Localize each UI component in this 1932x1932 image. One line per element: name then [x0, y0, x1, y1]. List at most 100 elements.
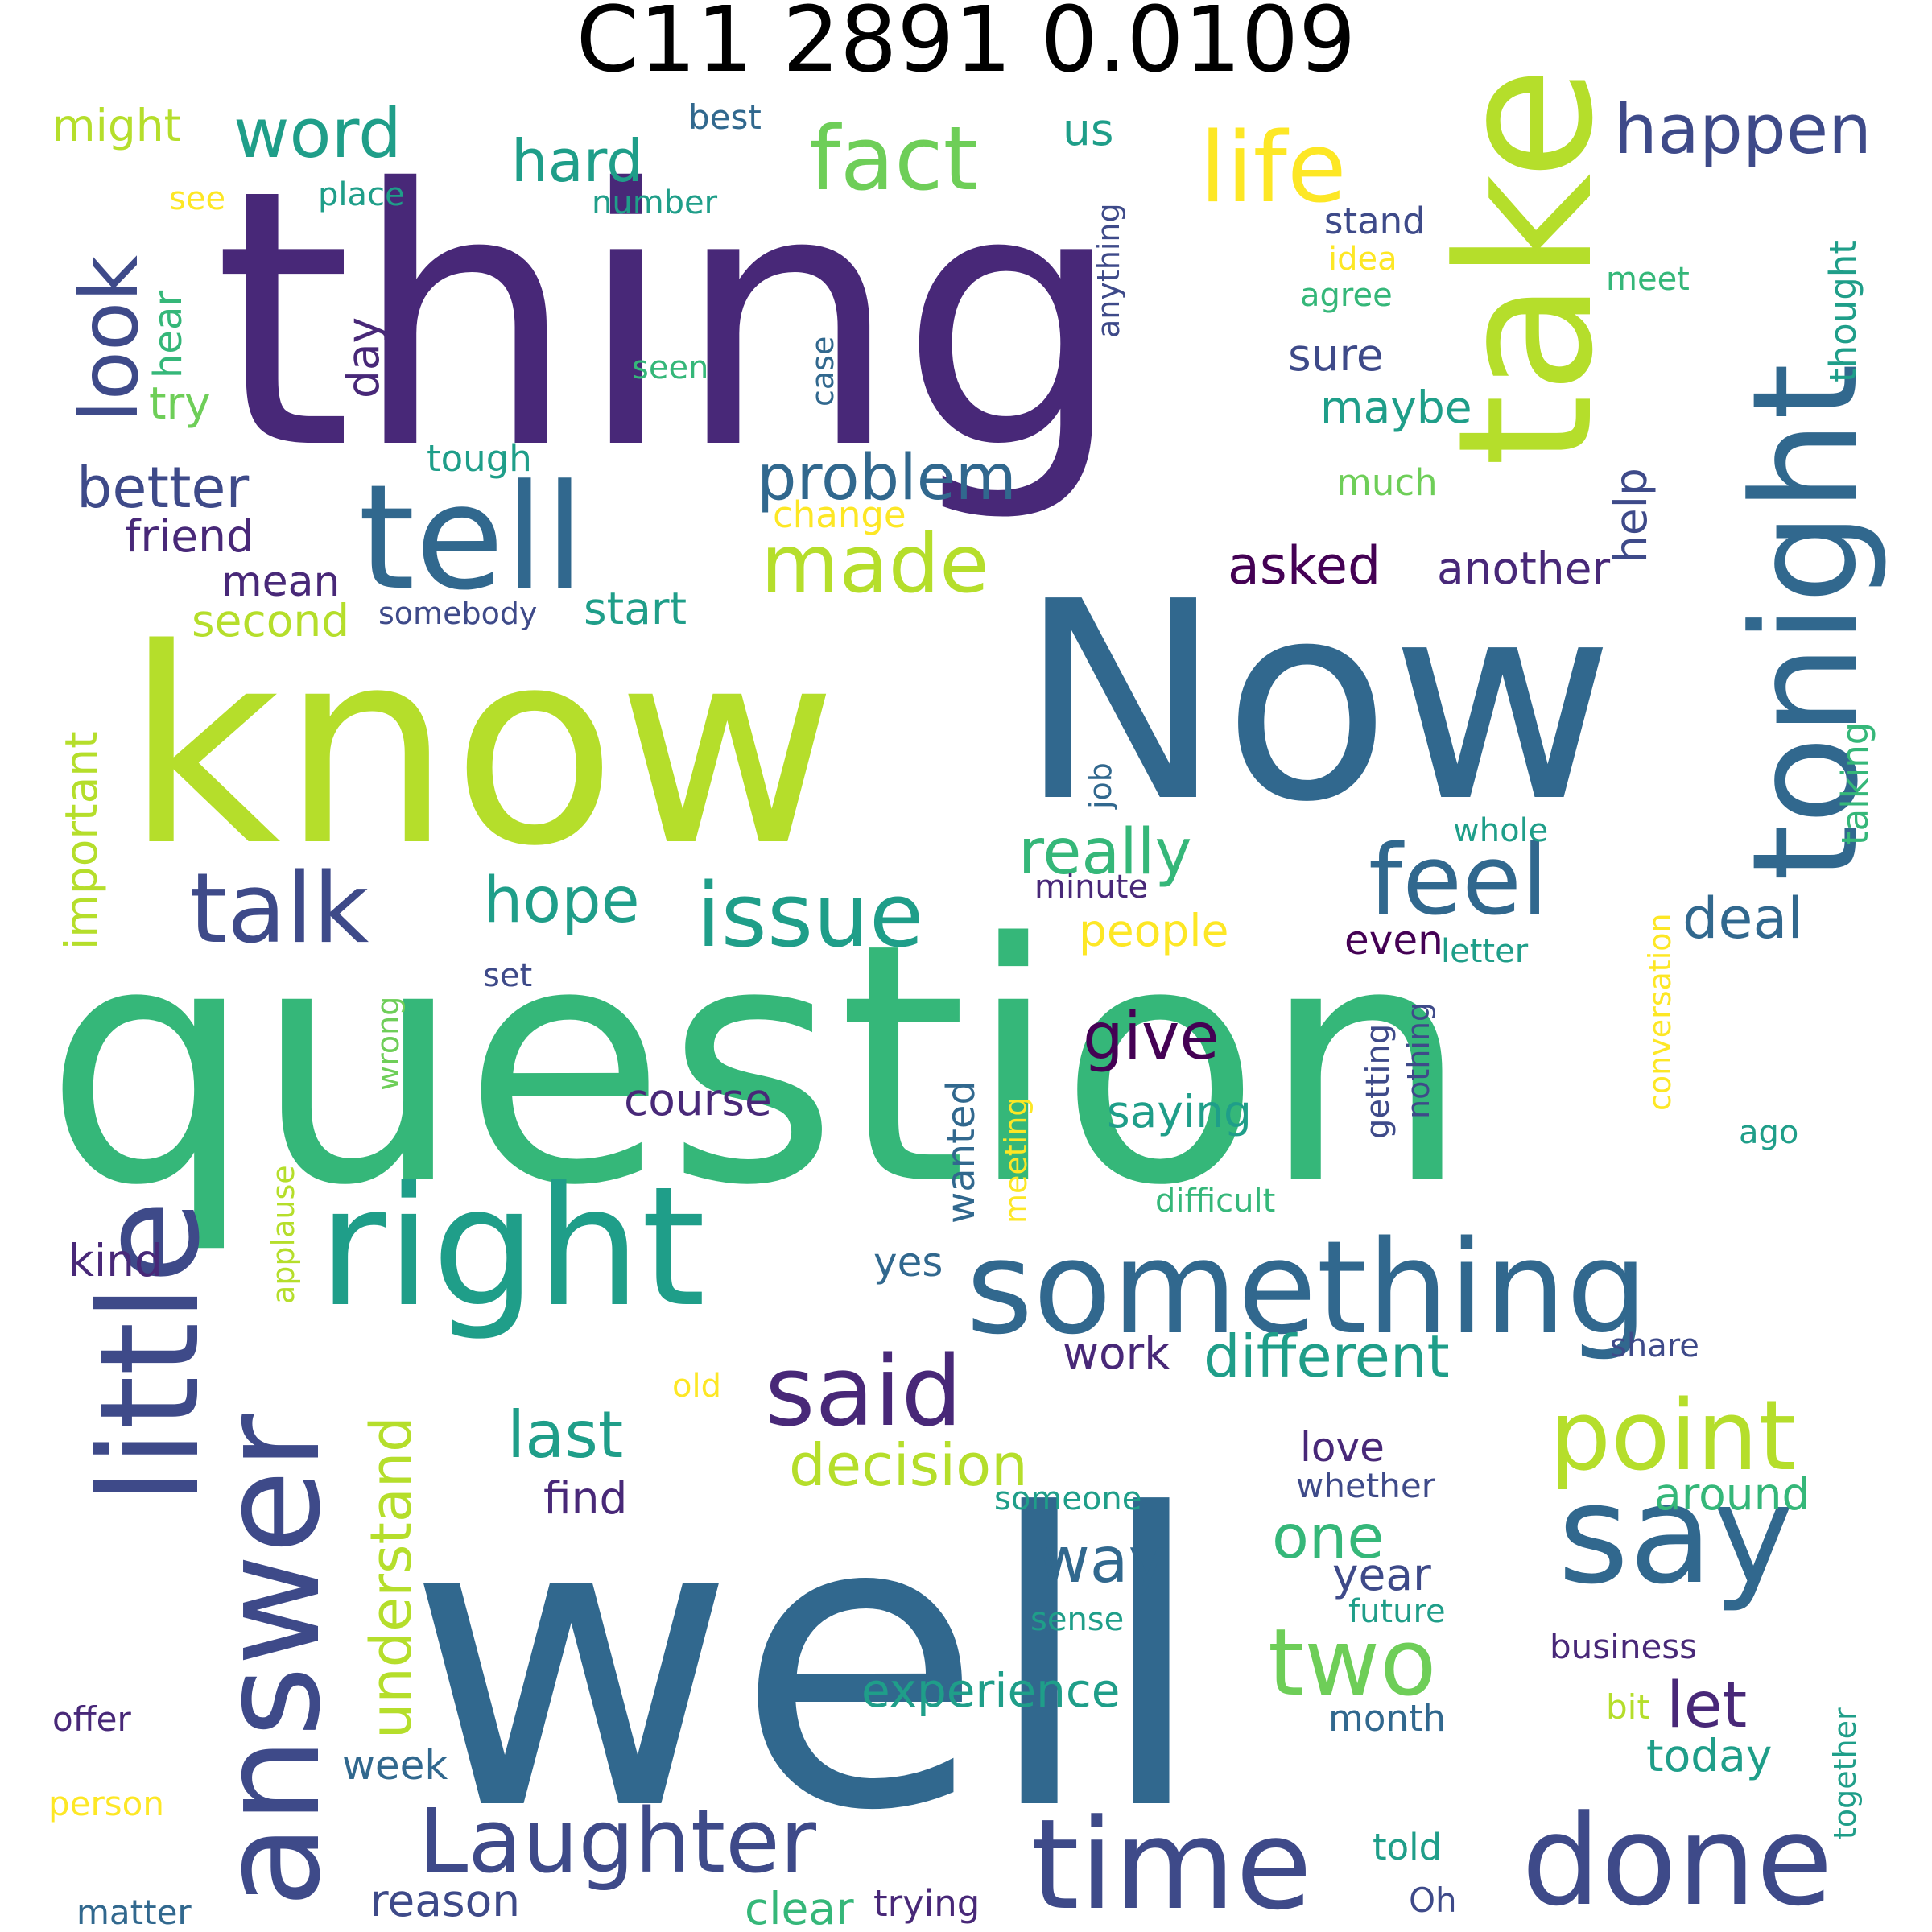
word-sure: sure — [1288, 329, 1384, 381]
word-really: really — [1018, 816, 1192, 889]
word-today: today — [1646, 1730, 1772, 1781]
word-thought: thought — [1822, 240, 1864, 382]
word-deal: deal — [1682, 886, 1803, 952]
word-life: life — [1199, 113, 1347, 225]
word-seen: seen — [632, 349, 708, 386]
word-maybe: maybe — [1320, 382, 1472, 433]
word-asked: asked — [1228, 536, 1381, 597]
word-friend: friend — [125, 510, 254, 562]
word-oh: Oh — [1409, 1880, 1457, 1920]
word-laughter: Laughter — [419, 1790, 817, 1893]
word-change: change — [773, 493, 906, 536]
word-now: Now — [1018, 543, 1614, 862]
word-feel: feel — [1368, 825, 1548, 937]
word-week: week — [342, 1742, 448, 1789]
word-something: something — [966, 1212, 1648, 1363]
word-sense: sense — [1030, 1601, 1124, 1638]
word-case: case — [805, 336, 840, 407]
word-tell: tell — [358, 454, 584, 622]
word-important: important — [56, 731, 107, 950]
word-day: day — [337, 317, 389, 398]
word-right: right — [318, 1152, 706, 1344]
word-nothing: nothing — [1401, 1002, 1436, 1119]
word-tough: tough — [427, 437, 532, 480]
word-point: point — [1550, 1381, 1796, 1492]
word-hope: hope — [483, 865, 640, 937]
word-take: take — [1419, 66, 1634, 467]
word-hear: hear — [146, 291, 191, 378]
word-month: month — [1328, 1697, 1446, 1740]
word-place: place — [318, 176, 405, 213]
word-way: way — [1038, 1525, 1166, 1597]
word-ago: ago — [1739, 1114, 1798, 1151]
word-wanted: wanted — [939, 1080, 984, 1224]
word-applause: applause — [266, 1165, 301, 1304]
word-yes: yes — [873, 1239, 943, 1286]
word-much: much — [1336, 461, 1438, 504]
word-fact: fact — [809, 107, 978, 210]
word-whole: whole — [1453, 812, 1548, 849]
word-word: word — [233, 94, 402, 174]
word-meeting: meeting — [998, 1097, 1034, 1224]
word-give: give — [1083, 999, 1220, 1074]
word-anything: anything — [1091, 203, 1126, 338]
word-time: time — [1030, 1792, 1312, 1932]
word-offer: offer — [52, 1699, 131, 1739]
word-letter: letter — [1441, 933, 1529, 970]
word-find: find — [543, 1472, 627, 1524]
word-help: help — [1605, 468, 1657, 564]
word-job: job — [1083, 762, 1118, 810]
word-conversation: conversation — [1642, 913, 1678, 1111]
word-someone: someone — [994, 1480, 1141, 1517]
word-difficult: difficult — [1155, 1183, 1275, 1220]
word-thing: thing — [213, 114, 1125, 526]
word-made: made — [761, 517, 989, 611]
word-wrong: wrong — [370, 997, 406, 1091]
word-together: together — [1827, 1707, 1863, 1839]
word-answer: answer — [192, 1414, 351, 1908]
word-whether: whether — [1296, 1466, 1436, 1505]
word-hard: hard — [511, 127, 643, 195]
word-happen: happen — [1614, 90, 1872, 170]
word-see: see — [169, 180, 225, 217]
word-stand: stand — [1324, 200, 1426, 242]
word-minute: minute — [1034, 869, 1148, 906]
word-meet: meet — [1606, 261, 1690, 298]
word-say: say — [1558, 1455, 1794, 1615]
word-different: different — [1203, 1323, 1450, 1390]
word-business: business — [1550, 1627, 1697, 1666]
word-better: better — [76, 455, 249, 521]
word-look: look — [62, 255, 156, 423]
word-agree: agree — [1300, 277, 1393, 314]
word-mean: mean — [221, 558, 340, 606]
word-start: start — [584, 583, 687, 634]
word-done: done — [1521, 1788, 1833, 1932]
word-number: number — [592, 184, 718, 221]
word-issue: issue — [696, 864, 924, 967]
word-understand: understand — [358, 1416, 424, 1739]
word-best: best — [688, 97, 762, 137]
word-even: even — [1344, 917, 1443, 964]
word-well: well — [407, 1430, 1207, 1898]
word-us: us — [1063, 104, 1114, 155]
word-person: person — [48, 1784, 164, 1823]
word-matter: matter — [76, 1893, 192, 1932]
word-love: love — [1300, 1424, 1385, 1471]
word-somebody: somebody — [378, 596, 537, 631]
word-saying: saying — [1107, 1086, 1252, 1137]
word-second: second — [192, 595, 349, 646]
word-problem: problem — [757, 442, 1017, 514]
word-tonight: tonight — [1722, 363, 1890, 881]
word-question: question — [44, 873, 1470, 1257]
word-another: another — [1437, 543, 1610, 594]
word-know: know — [125, 592, 837, 906]
word-said: said — [765, 1336, 963, 1448]
word-might: might — [52, 100, 181, 151]
word-one: one — [1272, 1501, 1385, 1572]
word-around: around — [1654, 1468, 1810, 1520]
word-decision: decision — [789, 1431, 1028, 1499]
word-talk: talk — [189, 853, 369, 965]
word-getting: getting — [1360, 1024, 1397, 1139]
word-people: people — [1079, 905, 1228, 956]
